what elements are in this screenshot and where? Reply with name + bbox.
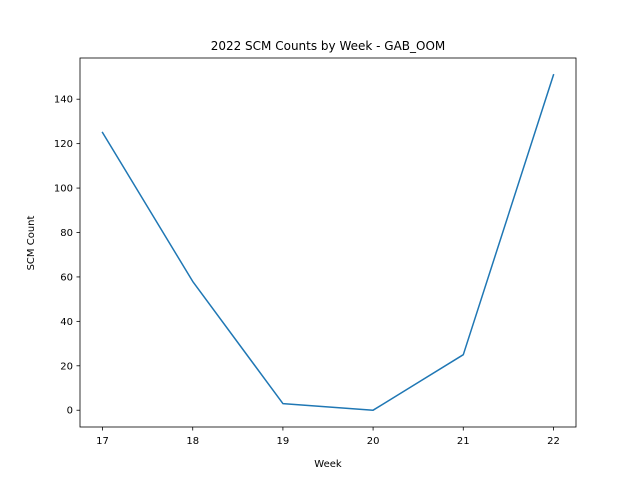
y-tick-label: 0 bbox=[67, 406, 73, 417]
y-tick-label: 100 bbox=[54, 184, 73, 195]
y-tick-label: 20 bbox=[60, 361, 73, 372]
x-tick-label: 18 bbox=[186, 436, 199, 447]
x-axis-label: Week bbox=[314, 459, 342, 470]
x-tick-label: 17 bbox=[96, 436, 109, 447]
y-tick-label: 40 bbox=[60, 317, 73, 328]
y-tick-label: 80 bbox=[60, 228, 73, 239]
x-tick-label: 20 bbox=[367, 436, 380, 447]
y-axis-label: SCM Count bbox=[26, 216, 37, 271]
y-tick-label: 140 bbox=[54, 95, 73, 106]
y-tick-label: 120 bbox=[54, 139, 73, 150]
series-line bbox=[101, 73, 555, 411]
y-tick-label: 60 bbox=[60, 272, 73, 283]
plot-area: 17 18 19 20 21 22 0 20 40 60 80 100 120 140 bbox=[54, 57, 577, 447]
chart-title: 2022 SCM Counts by Week - GAB_OOM bbox=[211, 39, 446, 53]
x-tick-label: 22 bbox=[547, 436, 560, 447]
x-tick-label: 19 bbox=[277, 436, 290, 447]
x-tick-label: 21 bbox=[457, 436, 470, 447]
plot-frame bbox=[79, 57, 577, 428]
